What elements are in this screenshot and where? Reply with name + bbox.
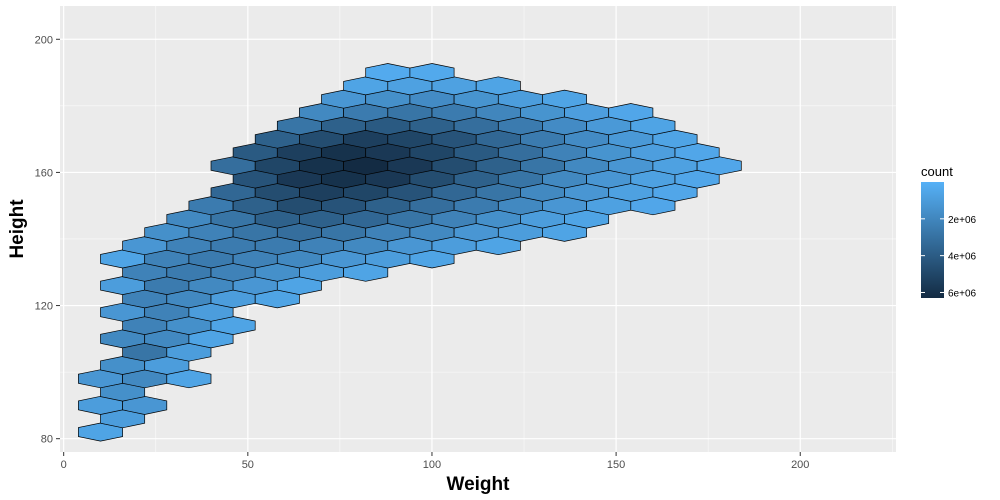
legend-title: count: [921, 164, 953, 179]
hex-bin: [542, 89, 587, 109]
legend-ticks: 2e+06 4e+06 6e+06: [921, 215, 977, 299]
y-tick-label: 160: [35, 167, 53, 179]
legend-tick-label: 4e+06: [948, 252, 977, 263]
x-tick-label: 50: [242, 459, 254, 471]
x-tick-label: 150: [607, 459, 625, 471]
x-axis-title: Weight: [447, 474, 511, 495]
x-tick-label: 100: [423, 459, 441, 471]
hex-bin: [608, 103, 654, 122]
hex-bins: [78, 63, 742, 442]
y-tick-label: 120: [35, 301, 53, 313]
x-axis: 0 50 100 150 200: [61, 452, 809, 471]
y-tick-label: 200: [35, 34, 53, 46]
hex-bin: [475, 76, 521, 96]
legend-tick-label: 2e+06: [948, 215, 977, 226]
legend-tick-label: 6e+06: [948, 288, 977, 299]
x-tick-label: 200: [791, 459, 809, 471]
legend-colorbar: [921, 182, 944, 298]
y-axis-title: Height: [7, 199, 28, 259]
y-axis: 80 120 160 200: [35, 34, 60, 446]
legend: count 2e+06 4e+06 6e+06: [921, 164, 977, 299]
x-tick-label: 0: [61, 459, 67, 471]
hex-bin: [409, 63, 455, 82]
y-tick-label: 80: [41, 434, 53, 446]
